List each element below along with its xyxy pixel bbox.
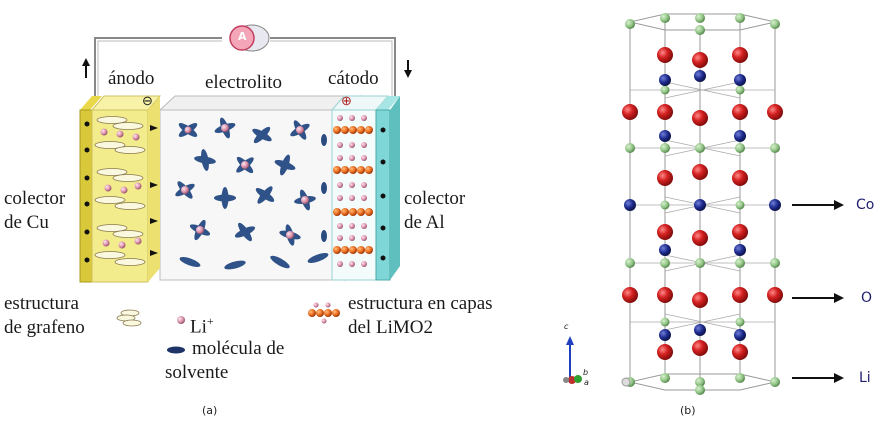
anode-electron-marks <box>84 121 158 263</box>
collector-al-line2: de Al <box>404 212 445 233</box>
graphene-legend-icon <box>116 309 142 327</box>
external-wire <box>94 37 396 100</box>
legend-layers-line2: del LiMO2 <box>348 317 433 338</box>
ammeter-icon <box>229 24 270 52</box>
solvent-legend-icon <box>167 346 185 354</box>
anode-label: ánodo <box>108 68 155 89</box>
legend-layers-line1: estructura en capas <box>348 293 493 314</box>
cathode-plus-icon: ⊕ <box>341 93 352 108</box>
o-pointer-arrow-icon <box>792 293 844 303</box>
ammeter-label: A <box>238 30 247 43</box>
legend-solvent-line1: molécula de <box>192 338 285 359</box>
battery-diagram <box>79 24 412 354</box>
label-o: O <box>861 290 873 306</box>
collector-al-line1: colector <box>404 188 466 209</box>
axis-c-label: c <box>564 322 569 331</box>
cathode-electron-marks <box>321 127 386 261</box>
label-li: Li <box>859 370 871 386</box>
legend-li-superscript: + <box>206 314 214 328</box>
legend-graphene-line2: de grafeno <box>4 317 85 338</box>
li-pointer-arrow-icon <box>792 373 844 383</box>
limo2-legend-icon <box>308 302 340 324</box>
legend-solvent-line2: solvente <box>165 362 229 383</box>
anode-current-arrow-icon <box>82 58 90 78</box>
axis-b-label: b <box>583 368 589 377</box>
caption-a: (a) <box>202 404 218 417</box>
axes-triad-icon <box>563 336 582 384</box>
legend-li-label: Li+ <box>190 314 214 338</box>
electrolyte-label: electrolito <box>205 72 283 93</box>
cathode-current-arrow-icon <box>404 60 412 78</box>
anode-minus-icon: ⊖ <box>142 93 153 108</box>
axis-a-label: a <box>584 378 589 387</box>
collector-cu-line1: colector <box>4 188 66 209</box>
crystal-structure <box>563 13 844 395</box>
label-co: Co <box>856 197 875 213</box>
cathode-layers <box>333 115 373 267</box>
li-ion-legend-icon <box>177 316 185 324</box>
electrolyte-li-ions <box>181 124 309 239</box>
cobalt-atoms <box>624 70 781 341</box>
caption-b: (b) <box>680 404 696 417</box>
oxygen-atoms <box>622 47 783 360</box>
co-pointer-arrow-icon <box>792 200 844 210</box>
collector-cu-line2: de Cu <box>4 212 49 233</box>
legend-graphene-line1: estructura <box>4 293 79 314</box>
cathode-label: cátodo <box>328 68 379 89</box>
graphene-layers <box>94 116 146 266</box>
anode-li-ions <box>100 128 142 249</box>
